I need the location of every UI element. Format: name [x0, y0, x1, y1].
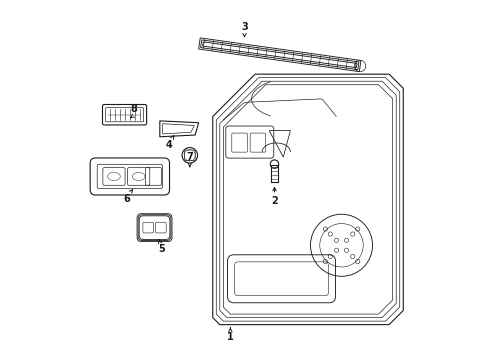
- Text: 2: 2: [270, 196, 277, 206]
- Text: 8: 8: [130, 104, 137, 114]
- Text: 5: 5: [158, 244, 164, 254]
- Text: 6: 6: [122, 194, 129, 204]
- Text: 4: 4: [165, 140, 172, 150]
- Text: 3: 3: [241, 22, 247, 32]
- Text: 7: 7: [186, 152, 193, 162]
- Text: 1: 1: [226, 332, 233, 342]
